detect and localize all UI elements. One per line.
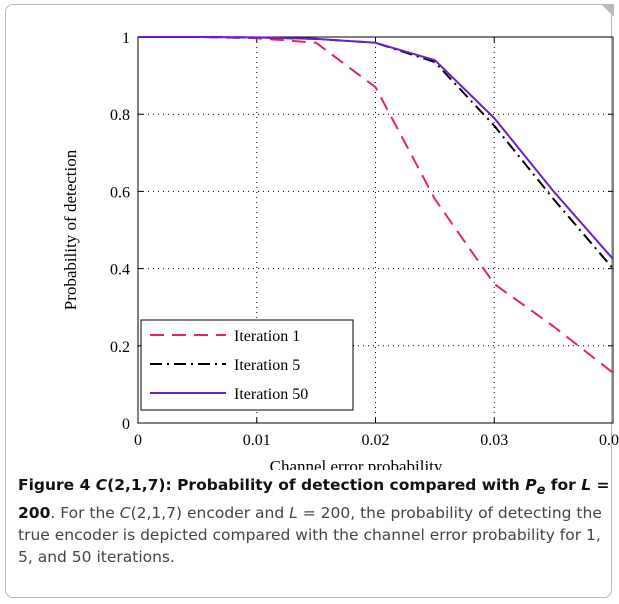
caption-body-1: For the <box>55 504 120 523</box>
caption-title: Figure 4 C(2,1,7): Probability of detect… <box>18 476 610 522</box>
x-axis-label: Channel error probability <box>270 457 443 470</box>
caption-body-2: (2,1,7) encoder and <box>130 504 290 523</box>
caption-body-code: C <box>119 504 131 523</box>
caption-pe-subscript: e <box>536 483 546 499</box>
y-tick-label: 1 <box>122 30 130 47</box>
legend-label: Iteration 50 <box>234 386 308 403</box>
y-tick-label: 0.4 <box>110 262 130 279</box>
y-tick-label: 0.8 <box>110 107 130 124</box>
y-tick-label: 0.6 <box>110 184 130 201</box>
x-tick-label: 0.01 <box>243 432 271 449</box>
caption-for: for <box>550 476 576 494</box>
caption-pe-symbol: P <box>525 476 537 494</box>
y-tick-label: 0.2 <box>110 339 130 356</box>
figure-caption: Figure 4 C(2,1,7): Probability of detect… <box>18 474 610 568</box>
series-lines <box>138 36 614 374</box>
caption-period: . <box>50 504 56 523</box>
x-tick-label: 0 <box>134 432 142 449</box>
figure-frame <box>5 4 612 598</box>
legend: Iteration 1 Iteration 5 Iteration 50 <box>140 319 354 411</box>
x-tick-label: 0.02 <box>362 432 390 449</box>
y-tick-label: 0 <box>122 416 130 433</box>
x-tick-label: 0.04 <box>599 432 619 449</box>
legend-label: Iteration 5 <box>234 357 300 374</box>
frame-corner-tab <box>601 4 614 17</box>
caption-body-L: L <box>289 504 298 523</box>
caption-title-text: (2,1,7): Probability of detection compar… <box>107 476 520 494</box>
y-axis-label: Probability of detection <box>61 149 80 310</box>
legend-label: Iteration 1 <box>234 328 300 345</box>
caption-L-symbol: L <box>581 476 592 494</box>
figure-label: Figure 4 <box>18 476 91 494</box>
x-tick-label: 0.03 <box>480 432 508 449</box>
series-line-iteration-50 <box>138 36 614 260</box>
caption-code-symbol: C <box>95 476 108 494</box>
chart-grid <box>138 37 613 423</box>
line-chart: 0 0.01 0.02 0.03 0.04 0 0.2 0.4 0.6 0.8 1 Channel… <box>61 30 619 470</box>
y-tick-labels: 0 0.2 0.4 0.6 0.8 1 <box>110 30 130 433</box>
caption-L-value: = 200 <box>18 476 610 523</box>
caption-body-3: = 200, the probability of detecting the … <box>18 504 602 567</box>
x-tick-labels: 0 0.01 0.02 0.03 0.04 <box>134 432 619 449</box>
